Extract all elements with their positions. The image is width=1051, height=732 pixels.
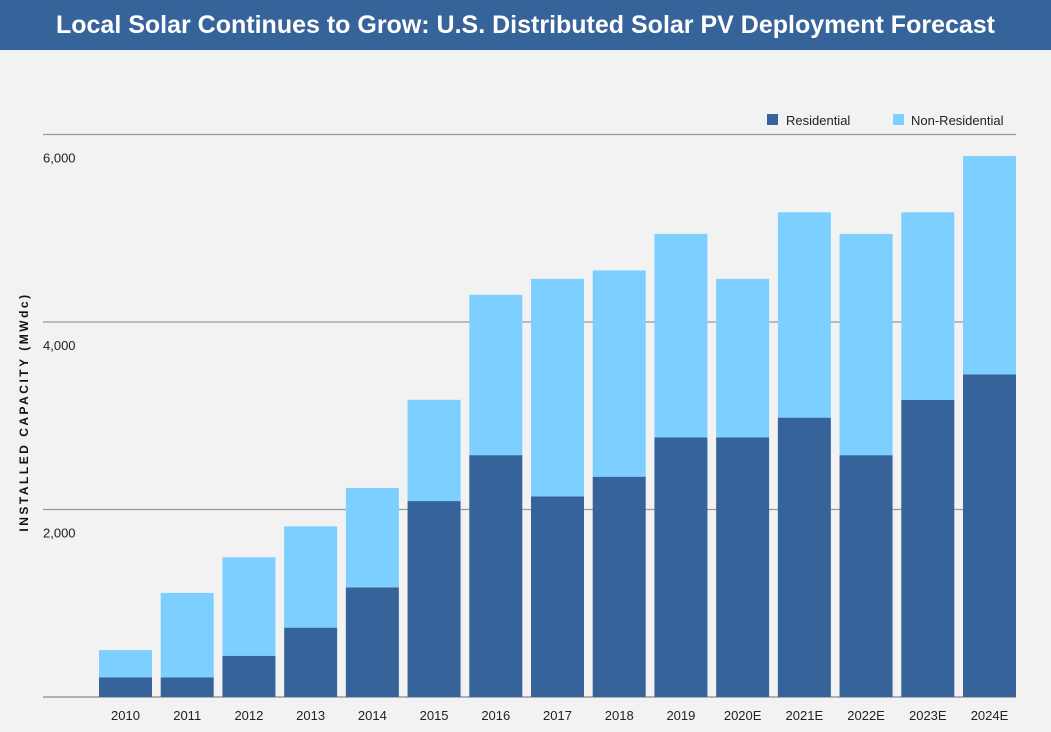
- bar-non-residential-2017: [531, 278, 584, 497]
- bar-residential-2021E: [777, 417, 831, 697]
- bar-non-residential-2021E: [777, 212, 831, 418]
- bar-residential-2024E: [963, 374, 1016, 697]
- bar-residential-2023E: [901, 399, 955, 697]
- bar-residential-2019: [654, 437, 708, 697]
- bar-non-residential-2024E: [963, 156, 1016, 375]
- legend-swatch-residential: [767, 114, 778, 125]
- bar-residential-2022E: [839, 455, 893, 697]
- bar-non-residential-2018: [592, 270, 646, 477]
- x-tick-label: 2014: [358, 708, 387, 723]
- x-tick-label: 2018: [605, 708, 634, 723]
- bar-residential-2016: [469, 455, 523, 697]
- bar-non-residential-2019: [654, 233, 708, 438]
- x-tick-label: 2024E: [971, 708, 1009, 723]
- x-tick-label: 2010: [111, 708, 140, 723]
- bar-non-residential-2022E: [839, 233, 893, 456]
- bar-non-residential-2023E: [901, 212, 955, 400]
- bar-non-residential-2014: [345, 487, 399, 588]
- bar-residential-2015: [407, 501, 461, 697]
- bar-non-residential-2015: [407, 399, 461, 502]
- bar-non-residential-2010: [99, 650, 152, 678]
- x-tick-label: 2015: [420, 708, 449, 723]
- x-tick-label: 2023E: [909, 708, 947, 723]
- x-tick-label: 2016: [481, 708, 510, 723]
- x-tick-label: 2012: [234, 708, 263, 723]
- chart-title: Local Solar Continues to Grow: U.S. Dist…: [0, 0, 1051, 50]
- bar-residential-2014: [345, 587, 399, 697]
- legend-swatch-non-residential: [893, 114, 904, 125]
- bar-non-residential-2020E: [716, 278, 770, 438]
- y-tick-label: 6,000: [43, 151, 76, 166]
- y-axis-label: INSTALLED CAPACITY (MWdc): [17, 292, 31, 531]
- bar-non-residential-2016: [469, 294, 523, 456]
- y-tick-label: 2,000: [43, 526, 76, 541]
- bar-non-residential-2012: [222, 557, 276, 656]
- bar-non-residential-2013: [284, 526, 338, 628]
- bar-residential-2020E: [716, 437, 770, 697]
- x-tick-label: 2020E: [724, 708, 762, 723]
- x-tick-label: 2021E: [786, 708, 824, 723]
- x-tick-label: 2013: [296, 708, 325, 723]
- bar-non-residential-2011: [160, 592, 214, 678]
- bar-residential-2017: [531, 496, 584, 697]
- bar-residential-2012: [222, 655, 276, 697]
- bar-residential-2011: [160, 677, 214, 697]
- x-tick-label: 2011: [173, 708, 201, 723]
- legend-label-non-residential: Non-Residential: [911, 113, 1004, 128]
- bar-residential-2010: [99, 677, 152, 697]
- x-tick-label: 2019: [666, 708, 695, 723]
- x-tick-label: 2017: [543, 708, 572, 723]
- legend-label-residential: Residential: [786, 113, 850, 128]
- bar-residential-2018: [592, 476, 646, 697]
- bar-residential-2013: [284, 627, 338, 697]
- x-tick-label: 2022E: [847, 708, 885, 723]
- y-tick-label: 4,000: [43, 338, 76, 353]
